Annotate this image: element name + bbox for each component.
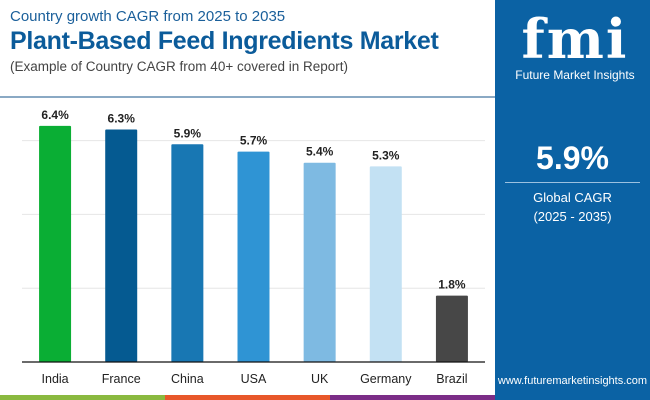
logo-mark: fmi	[521, 7, 629, 71]
bar-usa	[237, 151, 270, 362]
x-tick-label: USA	[241, 372, 267, 386]
bar-france	[105, 129, 138, 362]
data-label: 5.3%	[372, 148, 400, 162]
data-label: 1.8%	[438, 278, 466, 292]
website-url: www.futuremarketinsights.com	[497, 375, 648, 387]
chart-note: (Example of Country CAGR from 40+ covere…	[10, 59, 349, 74]
brand-name: Future Market Insights	[515, 68, 635, 82]
x-tick-label: Germany	[360, 372, 412, 386]
x-tick-label: China	[171, 372, 204, 386]
stripe-orange	[165, 395, 330, 400]
chart-title: Plant-Based Feed Ingredients Market	[10, 27, 439, 55]
divider	[0, 96, 495, 98]
global-cagr-label: Global CAGR	[533, 190, 612, 205]
data-label: 6.3%	[108, 112, 136, 126]
global-cagr-period: (2025 - 2035)	[533, 209, 612, 224]
bar-chart: 6.4% India 6.3% France 5.9% China 5.7% USA 5.4% U…	[22, 108, 485, 386]
data-label: 5.4%	[306, 145, 334, 159]
x-tick-label: France	[102, 372, 141, 386]
stripe-purple	[330, 395, 495, 400]
fmi-logo: fmi Future Market Insights	[515, 12, 635, 82]
data-label: 6.4%	[41, 108, 69, 122]
x-tick-label: India	[42, 372, 69, 386]
sidebar: fmi Future Market Insights 5.9% Global C…	[495, 0, 650, 400]
bar-india	[39, 125, 72, 362]
bar-uk	[303, 162, 336, 362]
bar-germany	[369, 166, 402, 362]
data-label: 5.9%	[174, 126, 202, 140]
stripe-green	[0, 395, 165, 400]
chart-subtitle: Country growth CAGR from 2025 to 2035	[10, 8, 286, 25]
bar-china	[171, 144, 204, 362]
global-cagr-value: 5.9%	[536, 140, 609, 176]
divider	[505, 182, 640, 183]
data-label: 5.7%	[240, 134, 268, 148]
x-tick-label: Brazil	[436, 372, 467, 386]
bar-brazil	[435, 295, 468, 362]
x-tick-label: UK	[311, 372, 329, 386]
